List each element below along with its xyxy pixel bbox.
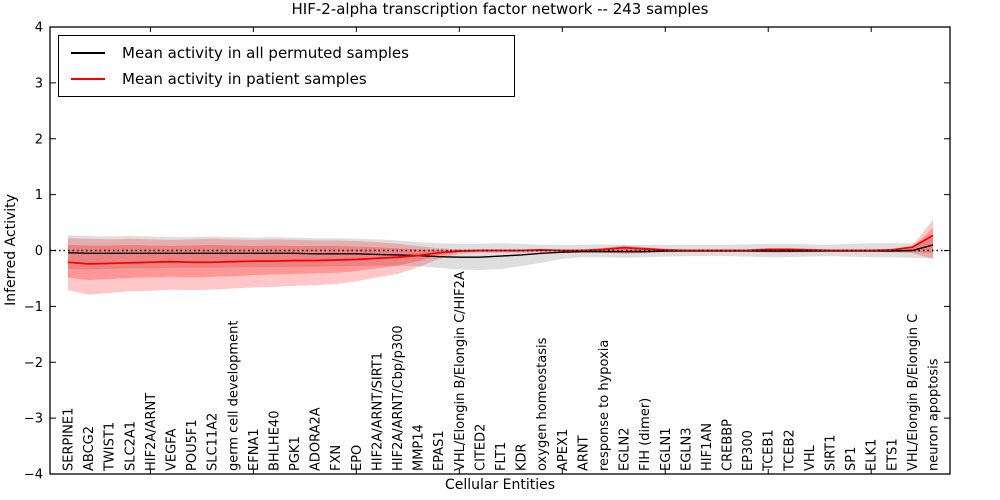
y-axis-label: Inferred Activity — [3, 194, 19, 306]
chart-title: HIF-2-alpha transcription factor network… — [291, 0, 709, 18]
y-tick-label: 4 — [35, 21, 43, 36]
x-category-label: FXN — [329, 445, 344, 471]
legend-label: Mean activity in all permuted samples — [122, 44, 409, 62]
x-category-label: POU5F1 — [185, 419, 200, 471]
x-category-label: EFNA1 — [247, 428, 262, 471]
permuted-line-swatch — [71, 52, 105, 54]
x-category-label: SLC11A2 — [206, 413, 221, 471]
x-category-label: TCEB2 — [782, 429, 797, 472]
x-category-label: oxygen homeostasis — [535, 337, 550, 471]
x-category-label: EPAS1 — [432, 430, 447, 471]
legend-label: Mean activity in patient samples — [122, 70, 367, 88]
x-category-label: VHL/Elongin B/Elongin C/HIF2A — [453, 271, 468, 471]
y-axis-ticks: 4 3 2 1 0 −1 −2 −3 −4 — [24, 21, 950, 483]
x-category-label: MMP14 — [412, 424, 427, 471]
x-category-label: KDR — [515, 443, 530, 471]
x-category-label: CREBBP — [721, 419, 736, 471]
patient-range-inner-band — [68, 228, 933, 281]
x-category-label: ETS1 — [885, 438, 900, 471]
x-category-label: HIF2A/ARNT/Cbp/p300 — [391, 325, 406, 471]
x-category-label: VEGFA — [164, 429, 179, 471]
y-tick-label: 2 — [35, 132, 43, 147]
legend-item-patient: Mean activity in patient samples — [59, 70, 514, 88]
x-category-label: SERPINE1 — [62, 408, 77, 471]
x-category-label: PGK1 — [288, 436, 303, 471]
x-category-labels: SERPINE1 ABCG2 TWIST1 SLC2A1 HIF2A/ARNT VEGFA… — [62, 271, 942, 472]
x-category-label: EPO — [350, 445, 365, 471]
x-category-label: TCEB1 — [762, 429, 777, 472]
x-category-label: EP300 — [741, 430, 756, 471]
x-category-label: HIF2A/ARNT/SIRT1 — [370, 352, 385, 471]
x-category-label: SIRT1 — [824, 435, 839, 471]
legend: Mean activity in all permuted samples Me… — [58, 35, 515, 97]
patient-line-swatch — [71, 78, 105, 80]
x-category-label: response to hypoxia — [597, 340, 612, 471]
x-category-label: BHLHE40 — [267, 411, 282, 471]
x-category-label: TWIST1 — [103, 422, 118, 472]
x-category-label: VHL/Elongin B/Elongin C — [906, 314, 921, 471]
x-axis-ticks — [149, 27, 872, 474]
patient-range-outer-band — [68, 219, 933, 295]
x-category-label: EGLN3 — [679, 427, 694, 471]
x-category-label: VHL — [803, 444, 818, 471]
x-category-label: CITED2 — [473, 424, 488, 471]
x-category-label: SLC2A1 — [123, 421, 138, 471]
x-category-label: neuron apoptosis — [927, 358, 942, 471]
y-tick-label: 0 — [35, 244, 43, 259]
x-category-label: SP1 — [844, 447, 859, 471]
y-tick-label: −2 — [24, 356, 43, 371]
x-category-label: ELK1 — [865, 439, 880, 471]
x-category-label: germ cell development — [226, 321, 241, 471]
y-tick-label: 3 — [35, 76, 43, 91]
y-tick-label: −3 — [24, 412, 43, 427]
x-category-label: FIH (dimer) — [638, 398, 653, 471]
x-category-label: HIF1AN — [700, 423, 715, 471]
x-axis-label: Cellular Entities — [444, 477, 556, 493]
x-category-label: ADORA2A — [309, 407, 324, 471]
x-category-label: ABCG2 — [82, 426, 97, 471]
x-category-label: FLT1 — [494, 442, 509, 471]
y-tick-label: −4 — [24, 468, 43, 483]
x-category-label: HIF2A/ARNT — [144, 393, 159, 471]
y-tick-label: −1 — [24, 300, 43, 315]
x-category-label: ARNT — [576, 435, 591, 471]
x-category-label: EGLN2 — [618, 427, 633, 471]
x-category-label: APEX1 — [556, 429, 571, 471]
x-category-label: EGLN1 — [659, 427, 674, 471]
y-tick-label: 1 — [35, 188, 43, 203]
legend-item-permuted: Mean activity in all permuted samples — [59, 44, 514, 62]
